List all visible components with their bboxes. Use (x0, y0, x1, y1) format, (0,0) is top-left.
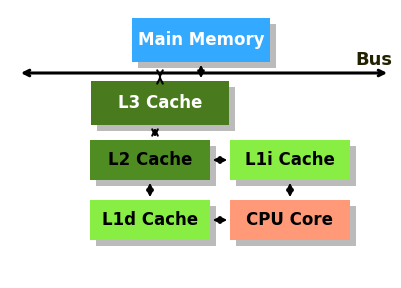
Text: Main Memory: Main Memory (138, 31, 263, 49)
Text: L2 Cache: L2 Cache (107, 151, 192, 169)
Bar (235, 206, 355, 246)
Text: Bus: Bus (354, 51, 391, 69)
Bar (90, 140, 209, 180)
Text: L1d Cache: L1d Cache (102, 211, 198, 229)
Bar (235, 146, 355, 186)
Text: L3 Cache: L3 Cache (117, 94, 202, 112)
Text: CPU Core: CPU Core (246, 211, 333, 229)
Bar (91, 81, 229, 125)
Bar (90, 200, 209, 240)
Bar (96, 206, 215, 246)
Bar (229, 200, 349, 240)
Bar (132, 18, 269, 62)
Bar (97, 87, 235, 131)
Text: L1i Cache: L1i Cache (245, 151, 334, 169)
Bar (138, 24, 275, 68)
Bar (229, 140, 349, 180)
Bar (96, 146, 215, 186)
